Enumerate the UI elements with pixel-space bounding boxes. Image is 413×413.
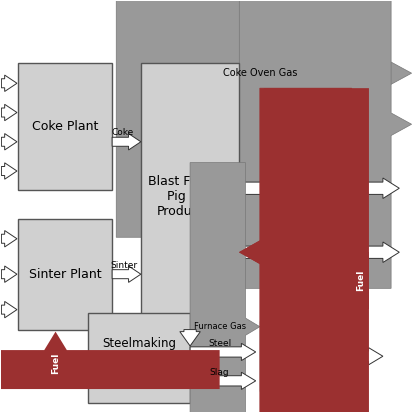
Text: Blast Furnace
Pig Iron
Production: Blast Furnace Pig Iron Production xyxy=(148,175,233,218)
FancyArrow shape xyxy=(1,230,17,247)
FancyArrow shape xyxy=(350,348,383,365)
Text: Coke Oven Gas: Coke Oven Gas xyxy=(223,68,297,78)
Bar xyxy=(260,321,350,391)
FancyArrow shape xyxy=(1,75,17,91)
FancyArrow shape xyxy=(239,88,352,413)
FancyArrow shape xyxy=(1,266,17,282)
Text: Coke: Coke xyxy=(111,128,133,137)
FancyArrow shape xyxy=(239,178,399,199)
FancyArrow shape xyxy=(1,301,17,318)
Text: Slag: Slag xyxy=(294,237,313,247)
FancyArrow shape xyxy=(180,330,200,346)
FancyArrow shape xyxy=(1,104,17,121)
FancyArrow shape xyxy=(1,163,17,179)
Text: Slag: Slag xyxy=(210,368,230,377)
FancyArrow shape xyxy=(190,163,260,413)
Text: Fuel: Fuel xyxy=(356,270,365,291)
Text: Casting and
Rolling: Casting and Rolling xyxy=(268,342,342,370)
FancyArrow shape xyxy=(239,242,399,263)
Text: Blast Furnace Gas: Blast Furnace Gas xyxy=(279,120,360,129)
Bar xyxy=(18,63,112,190)
FancyArrow shape xyxy=(0,332,220,389)
FancyArrow shape xyxy=(1,133,17,150)
FancyArrow shape xyxy=(112,133,141,150)
Bar xyxy=(88,313,190,404)
Text: Pig Iron: Pig Iron xyxy=(287,173,320,183)
Bar xyxy=(18,219,112,330)
Bar xyxy=(141,63,239,330)
Text: Steelmaking
(Basic Oxygen
Furnace): Steelmaking (Basic Oxygen Furnace) xyxy=(96,337,181,380)
FancyArrow shape xyxy=(239,0,412,288)
FancyArrow shape xyxy=(116,0,412,237)
FancyArrow shape xyxy=(112,266,141,282)
Text: Sinter: Sinter xyxy=(110,261,137,270)
Bar xyxy=(352,252,369,309)
Text: Steel: Steel xyxy=(208,339,231,348)
FancyArrow shape xyxy=(190,343,256,361)
Text: Fuel: Fuel xyxy=(51,353,60,374)
FancyArrow shape xyxy=(190,372,256,389)
Text: Coke Plant: Coke Plant xyxy=(32,120,98,133)
Text: Furnace Gas: Furnace Gas xyxy=(194,322,246,331)
FancyArrow shape xyxy=(239,88,369,413)
Text: Sinter Plant: Sinter Plant xyxy=(28,268,101,281)
